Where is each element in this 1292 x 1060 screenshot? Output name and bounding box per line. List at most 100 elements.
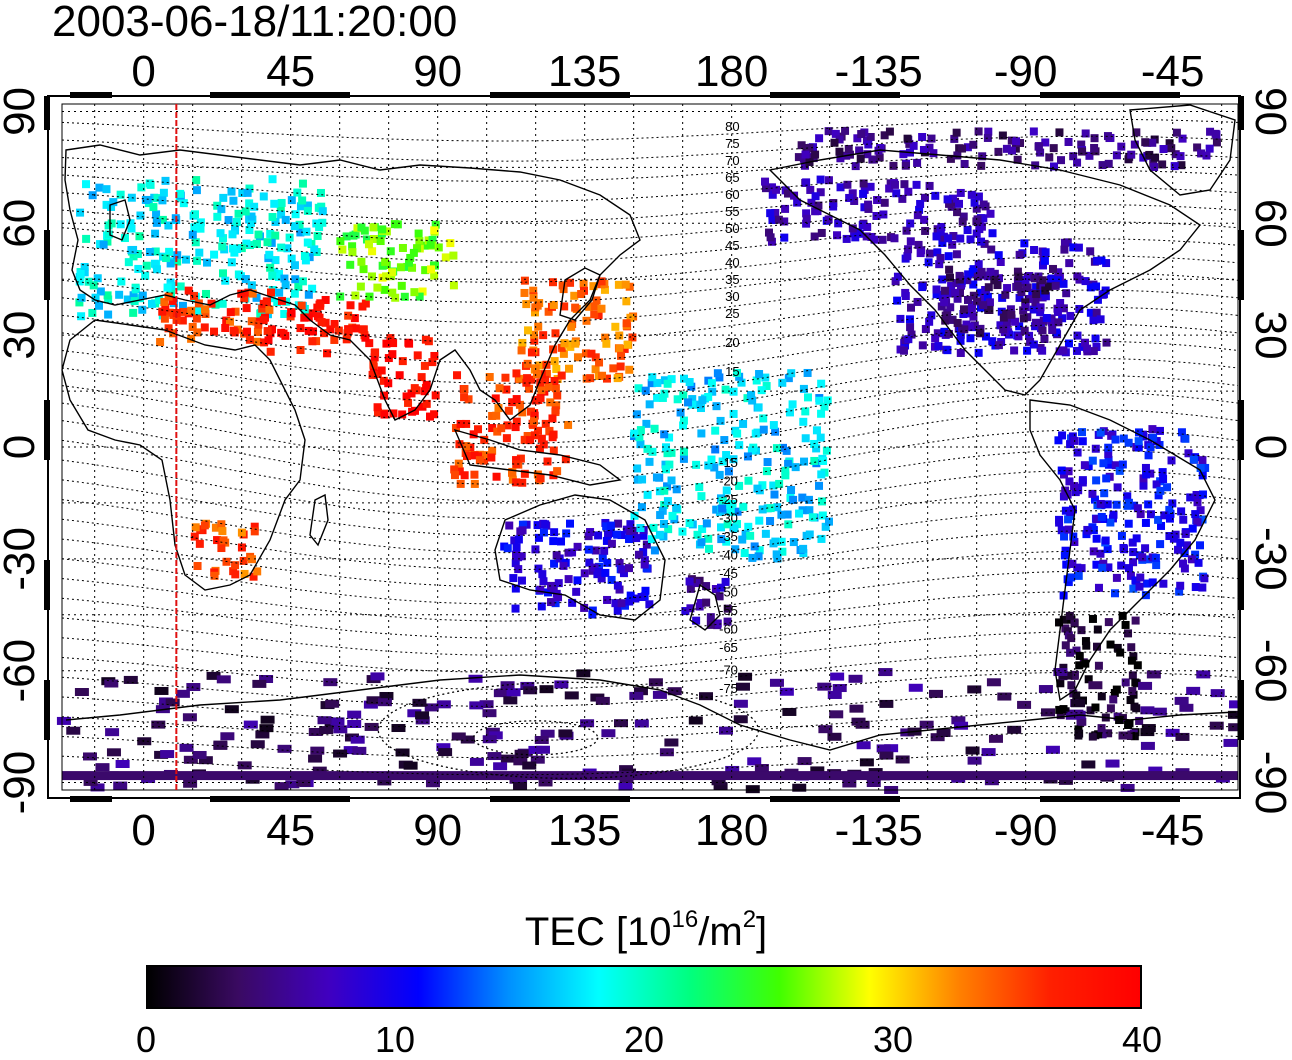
tec-cell [853, 134, 862, 143]
magnetic-latitude-contour [61, 170, 1239, 203]
tec-cell [534, 396, 543, 405]
tec-cell [1059, 705, 1068, 714]
tec-cell [956, 336, 965, 345]
tec-cell [947, 282, 956, 291]
tec-cell [402, 392, 411, 401]
tec-cell [639, 548, 648, 557]
tec-cell [75, 277, 84, 286]
tec-cell [190, 223, 199, 232]
tec-cell [940, 286, 949, 295]
tec-cell [161, 303, 170, 312]
tec-cell [541, 375, 550, 384]
tec-cell [1077, 626, 1086, 635]
tec-cell [791, 463, 800, 472]
tec-cell [359, 265, 368, 274]
tec-cell [901, 292, 910, 301]
tec-cell [281, 215, 290, 224]
colorbar-title-end: ] [756, 910, 768, 954]
tec-cell [876, 744, 891, 753]
tec-cell [405, 258, 414, 267]
tec-cell [850, 196, 859, 205]
tec-cell [300, 313, 309, 322]
tec-cell [743, 452, 752, 461]
magnetic-latitude-contour [61, 550, 1239, 605]
tec-cell [403, 761, 418, 770]
contour-label-south: -20 [719, 474, 738, 489]
tec-cell [1102, 338, 1111, 347]
tec-cell [867, 232, 876, 241]
tec-cell [564, 575, 573, 584]
tec-cell [1197, 149, 1206, 158]
tec-cell [559, 349, 568, 358]
tec-cell [1134, 437, 1143, 446]
tec-cell [274, 782, 289, 791]
tec-cell [230, 248, 239, 257]
tec-cell [773, 503, 782, 512]
tec-cell [407, 389, 416, 398]
tec-cell [115, 290, 124, 299]
tec-cell [1041, 138, 1050, 147]
tec-cell [618, 782, 633, 791]
tec-cell [1229, 700, 1244, 709]
tec-cell [954, 721, 969, 730]
tec-cell [873, 196, 882, 205]
tec-cell [549, 300, 558, 309]
tec-cell [134, 264, 143, 273]
tec-cell [925, 181, 934, 190]
tec-cell [391, 293, 400, 302]
tec-cell [226, 317, 235, 326]
tec-cell [1104, 729, 1113, 738]
tec-cell [549, 278, 558, 287]
tec-cell [805, 144, 814, 153]
tec-cell [1142, 470, 1151, 479]
tec-cell [667, 375, 676, 384]
tec-cell [420, 241, 429, 250]
tec-cell [735, 481, 744, 490]
contour-label-south: -75 [719, 681, 738, 696]
tec-cell [732, 368, 741, 377]
coastline-britain [109, 199, 131, 241]
tec-cell [884, 744, 899, 753]
tec-cell [415, 716, 430, 725]
tec-cell [104, 310, 113, 319]
tec-cell [550, 559, 559, 568]
tec-cell [265, 305, 274, 314]
tec-cell [497, 424, 506, 433]
tec-cell [231, 570, 240, 579]
tec-cell [398, 357, 407, 366]
tec-cell [1117, 142, 1126, 151]
tec-cell [1077, 564, 1086, 573]
tec-cell [237, 761, 252, 770]
tec-cell [376, 237, 385, 246]
magnetic-latitude-contour [61, 409, 1239, 485]
tec-cell [778, 547, 787, 556]
tec-cell [1129, 652, 1138, 661]
tec-cell [236, 272, 245, 281]
magnetic-pole-contour-inner [473, 720, 599, 756]
tec-cell [1040, 256, 1049, 265]
tec-cell [120, 234, 129, 243]
tec-cell [965, 322, 974, 331]
tec-cell [267, 238, 276, 247]
tec-cell [779, 443, 788, 452]
tec-cell [770, 490, 779, 499]
tec-cell [1070, 537, 1079, 546]
tec-region-north-america-core [940, 264, 1063, 338]
tec-cell [136, 211, 145, 220]
tec-cell [348, 248, 357, 257]
tec-cell [704, 392, 713, 401]
tec-cell [970, 198, 979, 207]
tec-cell [708, 387, 717, 396]
tec-cell [1198, 490, 1207, 499]
tec-cell [152, 210, 161, 219]
tec-cell [1128, 671, 1137, 680]
tec-cell [145, 247, 154, 256]
tec-cell [192, 314, 201, 323]
tec-cell [1080, 461, 1089, 470]
tec-cell [123, 295, 132, 304]
tec-cell [967, 190, 976, 199]
tec-cell [217, 544, 226, 553]
tec-cell [413, 244, 422, 253]
tec-cell [1157, 521, 1166, 530]
tec-cell [518, 520, 527, 529]
